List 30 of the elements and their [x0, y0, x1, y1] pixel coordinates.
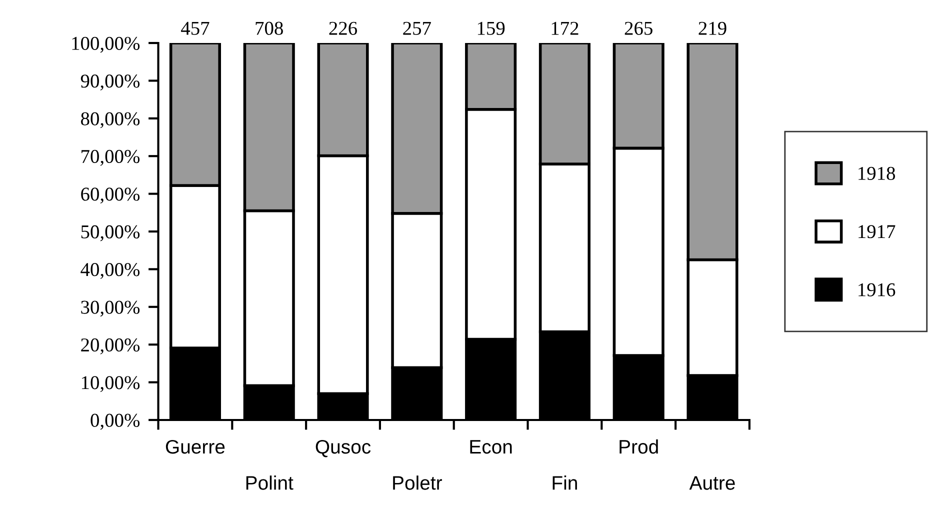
x-tick-label: Prod	[620, 439, 658, 454]
y-tick-label: 80,00%	[81, 112, 140, 128]
y-tick-label: 10,00%	[82, 376, 140, 392]
x-tick-label: Poletr	[393, 476, 442, 490]
y-tick-label: 50,00%	[81, 225, 140, 242]
legend-label: 1917	[858, 225, 896, 238]
y-tick-label: 0,00%	[90, 414, 140, 430]
x-tick-label: Polint	[246, 476, 294, 490]
annotation: 257	[403, 22, 431, 35]
annotation: 172	[552, 22, 578, 35]
legend-label: 1916	[858, 283, 896, 296]
y-tick-label: 90,00%	[80, 74, 140, 90]
annotation: 226	[329, 22, 358, 35]
annotation: 219	[698, 22, 726, 35]
y-tick-label: 100,00%	[72, 36, 140, 53]
y-tick-label: 20,00%	[81, 338, 140, 354]
x-tick-label: Qusoc	[316, 440, 371, 458]
x-tick-label: Guerre	[166, 440, 225, 454]
annotation: 159	[478, 22, 505, 35]
y-tick-label: 40,00%	[80, 263, 140, 279]
legend-label: 1918	[858, 166, 896, 180]
annotation: 457	[181, 22, 210, 35]
y-tick-label: 30,00%	[81, 300, 140, 317]
y-tick-label: 70,00%	[82, 150, 140, 166]
y-tick-label: 60,00%	[81, 188, 140, 204]
annotation: 708	[256, 22, 283, 35]
x-tick-label: Fin	[552, 476, 577, 490]
x-tick-label: Econ	[470, 440, 512, 454]
annotation: 265	[624, 22, 652, 35]
x-tick-label: Autre	[689, 476, 735, 490]
